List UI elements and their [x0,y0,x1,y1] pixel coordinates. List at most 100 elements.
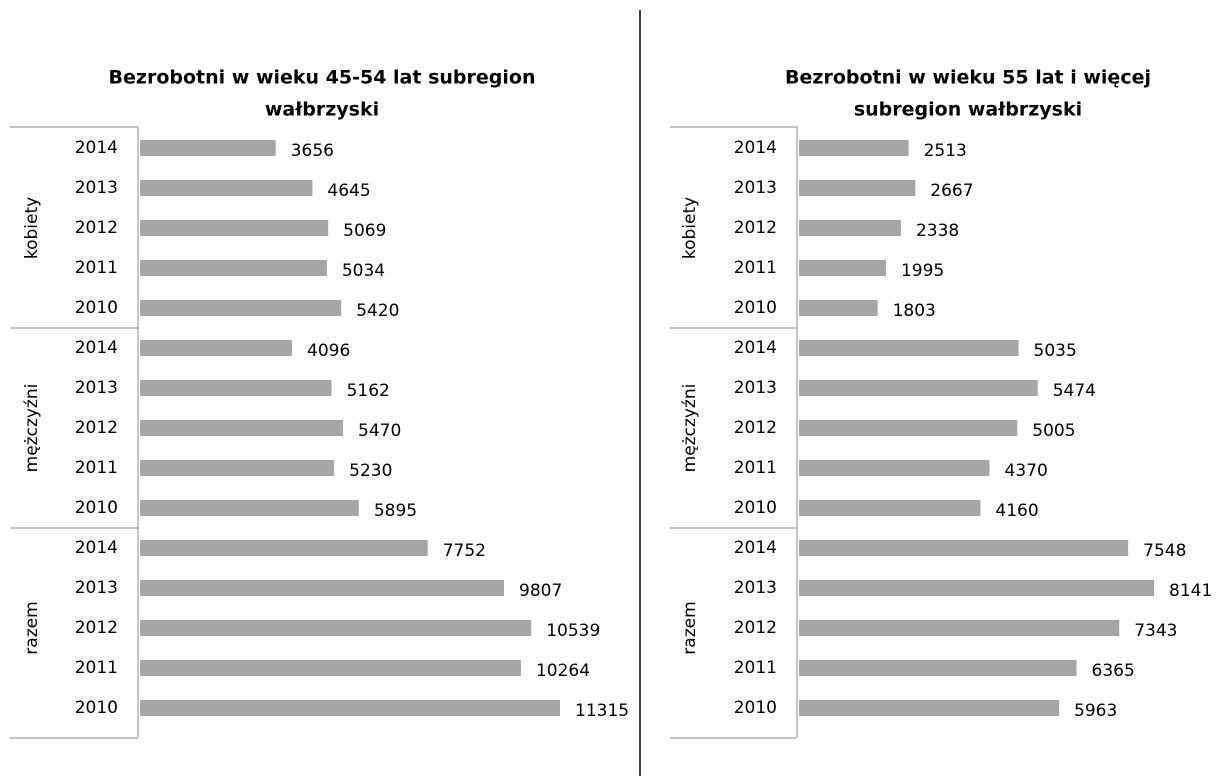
value-label: 4370 [1005,461,1048,481]
value-label: 1803 [893,301,936,321]
y-tick-label: 2012 [75,418,118,438]
value-label: 5895 [374,501,417,521]
value-label: 5035 [1034,341,1077,361]
value-label: 7343 [1134,621,1177,641]
value-label: 5034 [342,261,385,281]
bar [140,660,521,676]
y-tick-label: 2013 [75,578,118,598]
bar [140,340,293,356]
value-label: 6365 [1092,661,1135,681]
value-label: 4096 [307,341,350,361]
value-label: 2667 [930,181,973,201]
bar [140,300,342,316]
value-label: 4160 [995,501,1038,521]
bar [140,700,560,716]
group-label: kobiety [22,197,42,259]
bar [140,380,332,396]
y-tick-label: 2014 [734,338,777,358]
value-label: 9807 [519,581,562,601]
y-tick-label: 2012 [734,618,777,638]
y-tick-label: 2011 [734,458,777,478]
value-label: 5963 [1074,701,1117,721]
bar [140,460,335,476]
value-label: 8141 [1169,581,1212,601]
bar [799,380,1038,396]
chart-title: subregion wałbrzyski [854,99,1082,121]
y-tick-label: 2010 [75,298,118,318]
value-label: 5420 [356,301,399,321]
value-label: 10264 [536,661,590,681]
chart-title: Bezrobotni w wieku 55 lat i więcej [785,67,1151,89]
bar [799,420,1018,436]
y-tick-label: 2010 [75,498,118,518]
group-label: mężczyźni [680,384,700,473]
y-tick-label: 2014 [75,138,118,158]
value-label: 2513 [924,141,967,161]
y-tick-label: 2013 [75,178,118,198]
bar [140,620,532,636]
bar [140,420,344,436]
value-label: 3656 [291,141,334,161]
value-label: 1995 [901,261,944,281]
bar [799,220,901,236]
bar [799,700,1060,716]
value-label: 5470 [358,421,401,441]
bar [140,260,327,276]
value-label: 5230 [349,461,392,481]
group-label: kobiety [680,197,700,259]
bar [799,620,1120,636]
bar [799,500,981,516]
group-label: mężczyźni [22,384,42,473]
y-tick-label: 2011 [75,258,118,278]
bar [799,140,909,156]
chart-title: Bezrobotni w wieku 45-54 lat subregion [109,67,536,89]
group-label: razem [22,601,42,654]
y-tick-label: 2010 [734,298,777,318]
y-tick-label: 2011 [75,658,118,678]
y-tick-label: 2011 [734,258,777,278]
y-tick-label: 2014 [734,538,777,558]
y-tick-label: 2010 [75,698,118,718]
value-label: 10539 [546,621,600,641]
bar [799,460,990,476]
bar [799,580,1154,596]
y-tick-label: 2010 [734,498,777,518]
bar [799,300,878,316]
bar [799,340,1019,356]
y-tick-label: 2012 [75,618,118,638]
y-tick-label: 2010 [734,698,777,718]
chart-title: wałbrzyski [265,99,379,121]
value-label: 5162 [347,381,390,401]
bar [140,540,428,556]
y-tick-label: 2012 [734,418,777,438]
bar [140,500,359,516]
bar [799,540,1129,556]
y-tick-label: 2011 [75,458,118,478]
value-label: 5069 [343,221,386,241]
value-label: 7752 [443,541,486,561]
bar [799,260,886,276]
y-tick-label: 2013 [734,378,777,398]
y-tick-label: 2013 [75,378,118,398]
value-label: 5005 [1032,421,1075,441]
group-label: razem [680,601,700,654]
value-label: 5474 [1053,381,1096,401]
value-label: 4645 [327,181,370,201]
y-tick-label: 2012 [734,218,777,238]
bar [140,580,505,596]
value-label: 7548 [1143,541,1186,561]
bar [140,140,276,156]
bar [799,660,1077,676]
value-label: 2338 [916,221,959,241]
y-tick-label: 2011 [734,658,777,678]
y-tick-label: 2013 [734,578,777,598]
y-tick-label: 2013 [734,178,777,198]
y-tick-label: 2012 [75,218,118,238]
value-label: 11315 [575,701,629,721]
bar [140,220,329,236]
bar [799,180,916,196]
y-tick-label: 2014 [734,138,777,158]
y-tick-label: 2014 [75,338,118,358]
bar [140,180,313,196]
